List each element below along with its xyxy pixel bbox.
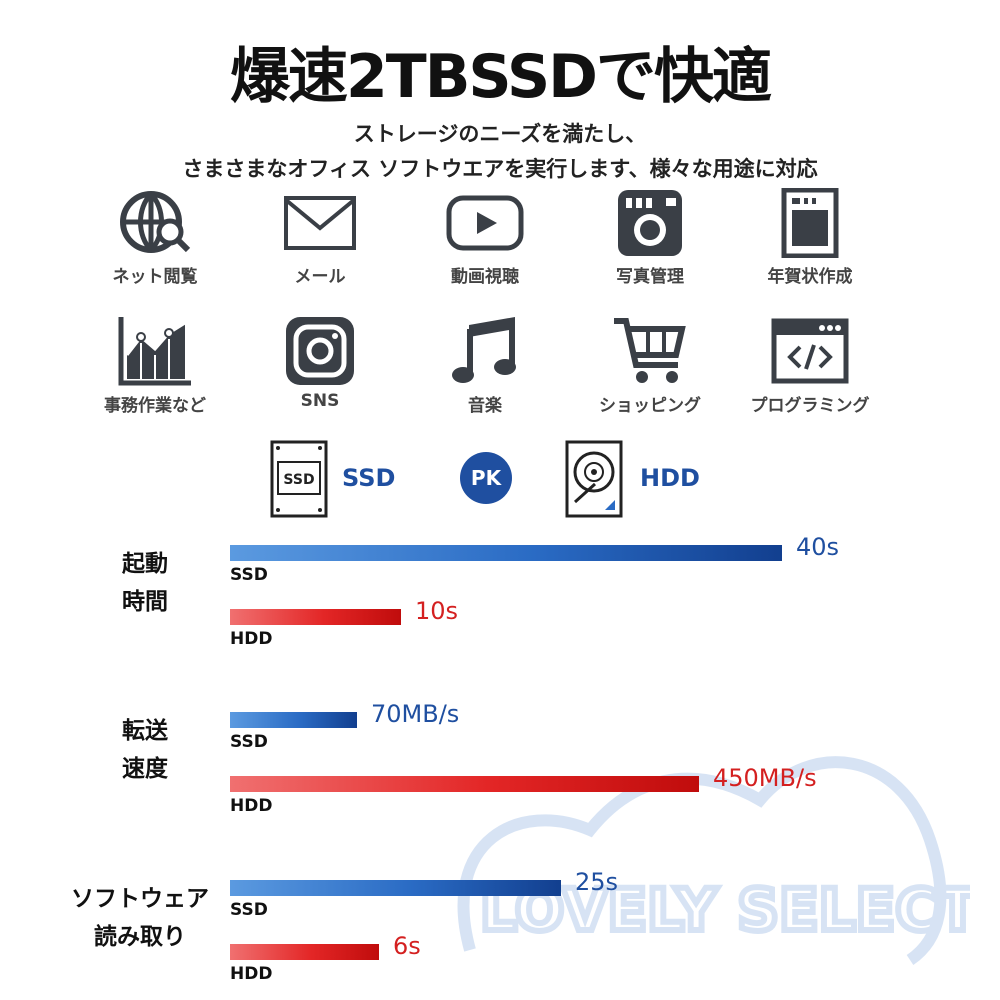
hdd-label: HDD [640, 464, 700, 492]
mail-icon [284, 196, 356, 250]
bar-value-label: 450MB/s [713, 764, 817, 792]
feature-label: 写真管理 [616, 267, 684, 287]
bar-series-label: SSD [230, 565, 268, 585]
ssd-bar [230, 712, 357, 728]
camera-icon [618, 190, 682, 256]
bar-value-label: 6s [393, 932, 421, 960]
hdd-drive-icon [565, 440, 623, 518]
feature-postcard: 年賀状作成 [735, 188, 885, 287]
feature-mail: メール [245, 188, 395, 287]
bar-value-label: 70MB/s [371, 700, 460, 728]
feature-music: 音楽 [410, 315, 560, 416]
ssd-drive-icon: SSD [270, 440, 328, 518]
ssd-icon-text: SSD [283, 472, 314, 488]
watermark-logo: LOVELY SELECT [457, 756, 970, 965]
line-chart-icon [118, 317, 191, 386]
feature-label: 年賀状作成 [767, 267, 853, 287]
feature-programming: プログラミング [735, 315, 885, 416]
hdd-bar [230, 776, 699, 792]
postcard-icon [781, 188, 839, 258]
feature-label: 動画視聴 [451, 267, 519, 287]
bar-series-label: SSD [230, 732, 268, 752]
page-title: 爆速2TBSSDで快適 [230, 42, 772, 112]
music-note-icon [452, 317, 516, 383]
bar-series-label: HDD [230, 964, 273, 984]
bar-series-label: HDD [230, 796, 273, 816]
ssd-bar [230, 880, 561, 896]
ssd-drive: SSD [270, 440, 328, 522]
video-play-icon [446, 195, 524, 251]
feature-label: SNS [300, 391, 340, 411]
instagram-icon [286, 317, 354, 385]
feature-label: ネット閲覧 [112, 267, 198, 287]
group-label: 転送 速度 [122, 718, 168, 782]
code-window-icon [771, 318, 849, 384]
group-label: 起動 時間 [122, 551, 168, 615]
feature-video: 動画視聴 [410, 188, 560, 287]
feature-sns: SNS [245, 315, 395, 411]
group-label: ソフトウェア 読み取り [71, 886, 209, 950]
feature-office: 事務作業など [80, 315, 230, 416]
shopping-cart-icon [614, 318, 686, 383]
vs-badge: PK [460, 452, 512, 504]
hdd-drive [565, 440, 623, 522]
bar-value-label: 40s [796, 533, 840, 561]
feature-label: 音楽 [468, 396, 502, 416]
feature-label: 事務作業など [104, 396, 206, 416]
bar-value-label: 25s [575, 868, 619, 896]
feature-label: ショッピング [599, 396, 701, 416]
ssd-label: SSD [342, 464, 396, 492]
hdd-bar [230, 944, 379, 960]
bar-value-label: 10s [415, 597, 459, 625]
globe-search-icon [120, 191, 191, 253]
feature-shopping: ショッピング [575, 315, 725, 416]
ssd-bar [230, 545, 782, 561]
subtitle-line-2: さまさまなオフィス ソフトウエアを実行します、様々な用途に対応 [182, 157, 818, 181]
feature-label: メール [294, 267, 346, 287]
bar-series-label: HDD [230, 629, 273, 649]
subtitle-line-1: ストレージのニーズを満たし、 [353, 122, 647, 146]
feature-web: ネット閲覧 [80, 188, 230, 287]
feature-label: プログラミング [750, 396, 870, 416]
bar-series-label: SSD [230, 900, 268, 920]
hdd-bar [230, 609, 401, 625]
feature-photo: 写真管理 [575, 188, 725, 287]
